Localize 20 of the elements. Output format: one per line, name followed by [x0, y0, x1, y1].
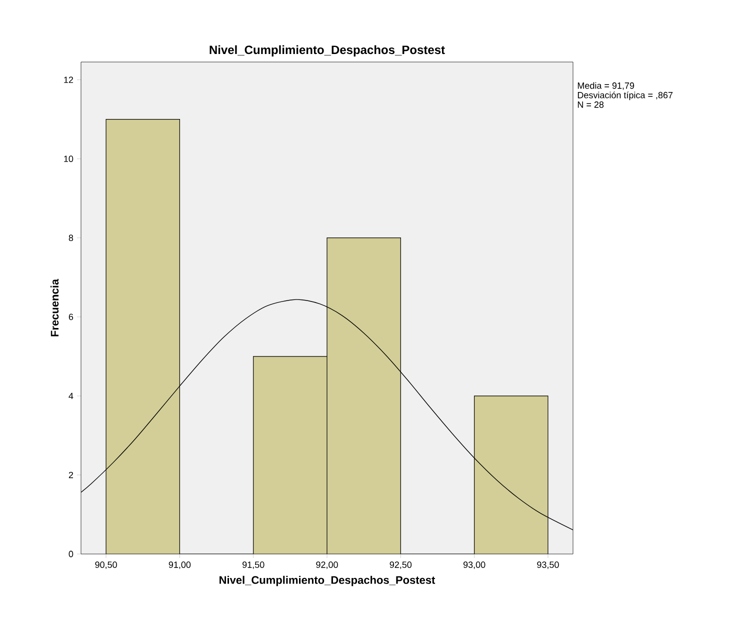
- y-axis-title: Frecuencia: [50, 278, 59, 336]
- chart-title: Nivel_Cumplimiento_Despachos_Postest: [210, 45, 445, 56]
- text: N = 28: [578, 101, 604, 108]
- x-tick-label: 92,00: [316, 562, 338, 569]
- text: Media = 91,79: [578, 82, 634, 90]
- y-tick-label: 10: [64, 156, 74, 162]
- x-tick-label: 90,50: [95, 562, 117, 569]
- x-tick-label: 92,50: [390, 562, 412, 569]
- y-tick-label: 12: [64, 76, 74, 83]
- y-tick-label: 6: [68, 314, 74, 320]
- y-tick-label: 4: [68, 392, 74, 400]
- x-axis-title: Nivel_Cumplimiento_Despachos_Postest: [220, 576, 436, 586]
- x-tick-label: 93,50: [537, 562, 559, 569]
- y-tick-label: 0: [68, 550, 74, 558]
- text: Desviación típica = ,867: [578, 92, 673, 100]
- x-tick-label: 93,00: [463, 562, 486, 569]
- x-tick-label: 91,00: [168, 562, 191, 569]
- y-tick-label: 8: [68, 234, 74, 242]
- y-tick-label: 2: [68, 472, 74, 478]
- x-tick-label: 91,50: [242, 562, 264, 569]
